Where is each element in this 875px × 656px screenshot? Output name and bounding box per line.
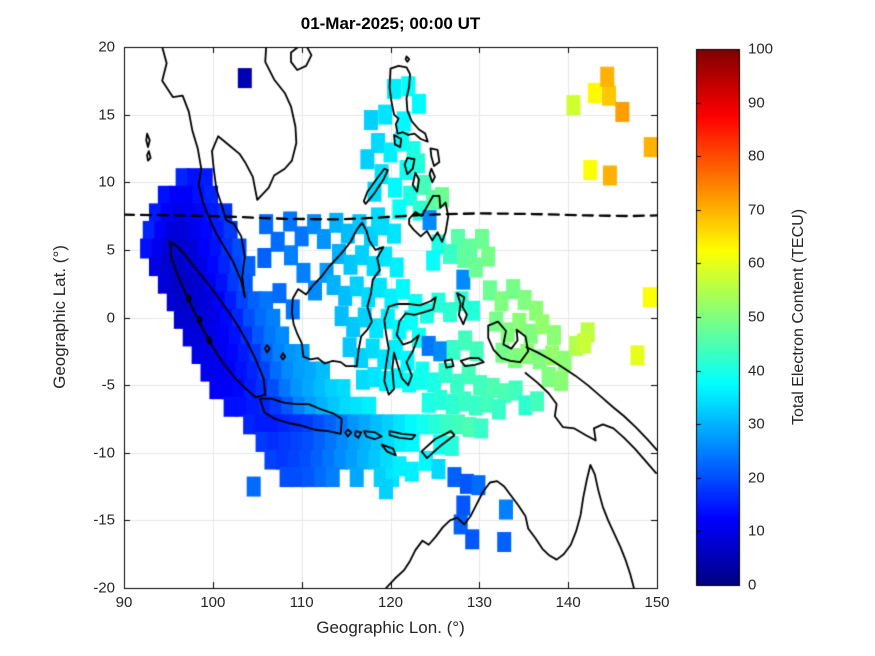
x-tick-label: 110 bbox=[289, 594, 314, 611]
y-axis-label: Geographic Lat. (°) bbox=[50, 245, 69, 389]
colorbar-tick-label: 50 bbox=[748, 308, 765, 326]
colorbar-tick-label: 10 bbox=[748, 522, 765, 540]
colorbar-tick-label: 60 bbox=[748, 254, 765, 272]
figure-title: 01-Mar-2025; 00:00 UT bbox=[300, 14, 481, 33]
colorbar-tick-label: 40 bbox=[748, 362, 765, 380]
x-tick-label: 140 bbox=[555, 594, 581, 611]
y-tick-label: -10 bbox=[93, 444, 115, 462]
y-tick-label: 15 bbox=[98, 106, 115, 124]
colorbar-tick-label: 0 bbox=[748, 576, 757, 594]
colorbar-tick-label: 90 bbox=[748, 94, 765, 112]
x-tick-label: 130 bbox=[466, 594, 492, 611]
colorbar-tick-label: 30 bbox=[748, 415, 765, 433]
y-tick-label: -20 bbox=[93, 579, 115, 597]
x-tick-label: 100 bbox=[200, 594, 226, 611]
colorbar-tick-label: 100 bbox=[748, 40, 774, 58]
y-tick-label: -5 bbox=[101, 376, 115, 394]
y-tick-label: 5 bbox=[106, 241, 115, 259]
y-tick-label: 10 bbox=[98, 173, 115, 191]
colorbar-tick-label: 80 bbox=[748, 147, 765, 165]
x-tick-label: 150 bbox=[644, 594, 670, 611]
y-tick-label: -15 bbox=[93, 511, 115, 529]
colorbar-label: Total Electron Content (TECU) bbox=[790, 208, 807, 426]
x-tick-label: 120 bbox=[377, 594, 404, 611]
y-tick-label: 0 bbox=[106, 309, 115, 326]
x-axis-label: Geographic Lon. (°) bbox=[316, 618, 465, 637]
x-tick-label: 90 bbox=[115, 594, 133, 611]
colorbar-tick-label: 20 bbox=[748, 469, 765, 487]
colorbar-tick-label: 70 bbox=[748, 201, 765, 219]
y-tick-label: 20 bbox=[98, 38, 115, 56]
